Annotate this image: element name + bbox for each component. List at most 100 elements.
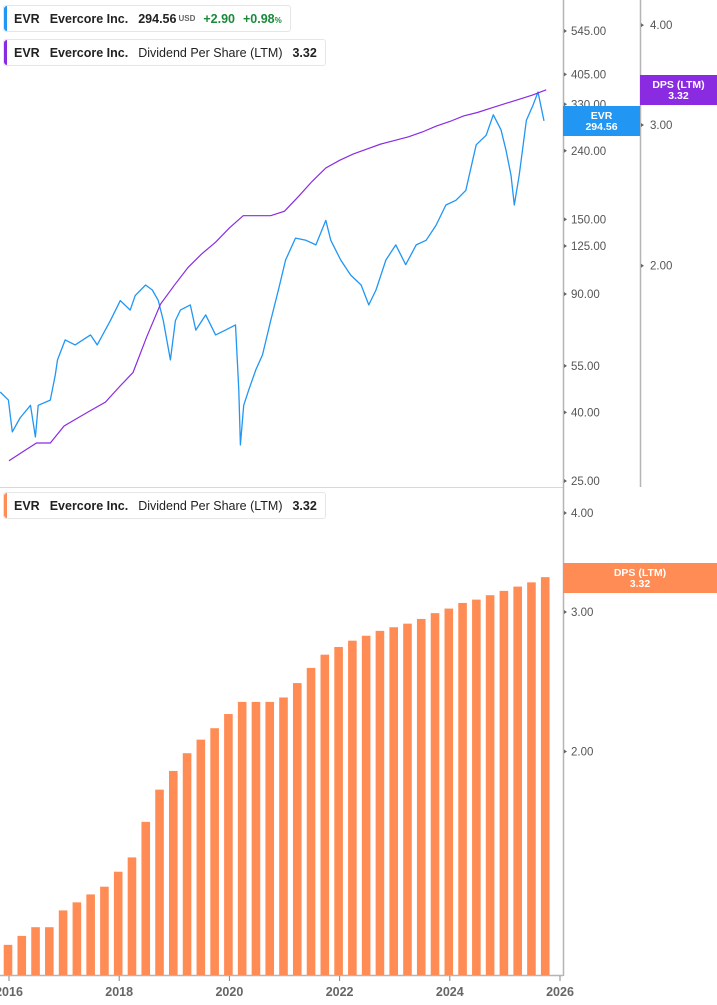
legend-price[interactable]: EVR Evercore Inc. 294.56 USD +2.90 +0.98… — [3, 5, 291, 32]
price-tick-label: 90.00 — [571, 289, 600, 301]
year-tick-label: 2024 — [436, 985, 464, 999]
tick-mark — [564, 217, 567, 222]
dps-bar — [3, 944, 13, 975]
dps-bar — [17, 935, 27, 975]
legend-ticker: EVR — [14, 498, 40, 513]
dps-bar — [403, 623, 412, 975]
dps-bar — [100, 886, 109, 975]
dps-bar — [348, 640, 357, 975]
dps-bar — [169, 770, 178, 975]
price-tick-label: 55.00 — [571, 361, 600, 373]
price-tag-label: EVR — [591, 110, 613, 122]
legend-value: 3.32 — [292, 498, 317, 513]
tick-mark — [641, 123, 644, 127]
dps-bar-tag-value: 3.32 — [630, 578, 651, 590]
dps-bar — [265, 701, 275, 975]
dps-tag-label: DPS (LTM) — [652, 79, 704, 91]
legend-change-pct: +0.98 — [242, 11, 275, 26]
dps-bar — [458, 602, 467, 975]
price-tick-label: 125.00 — [571, 241, 606, 253]
dps-tick-label: 3.00 — [650, 120, 672, 132]
dps-bar-tag-bg — [563, 563, 717, 593]
dps-bar — [237, 701, 247, 975]
dps-tick-label: 2.00 — [650, 261, 672, 273]
tick-mark — [564, 72, 567, 77]
dps-tag-value: 3.32 — [668, 90, 689, 102]
dps-bar — [141, 821, 151, 975]
dps-tick-label: 3.00 — [571, 607, 593, 619]
series-color-swatch — [4, 40, 7, 65]
price-line — [0, 91, 545, 446]
tick-mark — [564, 610, 567, 614]
legend-name: Evercore Inc. — [49, 45, 129, 60]
dps-bar — [320, 654, 330, 975]
series-color-swatch — [4, 493, 7, 518]
legend-name: Evercore Inc. — [49, 498, 129, 513]
dps-line — [8, 89, 547, 462]
price-tick-label: 240.00 — [571, 146, 606, 158]
price-tick-label: 25.00 — [571, 476, 600, 488]
dps-tick-label: 2.00 — [571, 746, 593, 758]
pct-sign: % — [274, 15, 282, 25]
tick-mark — [564, 102, 567, 107]
series-color-swatch — [4, 6, 7, 31]
tick-mark — [564, 479, 567, 483]
dps-bars: DPS (LTM)3.32 — [3, 563, 717, 975]
legend-dps-top[interactable]: EVR Evercore Inc. Dividend Per Share (LT… — [3, 39, 326, 66]
year-tick-label: 2020 — [215, 985, 243, 999]
price-tick-label: 545.00 — [571, 26, 606, 38]
dps-bar — [210, 728, 219, 975]
year-tick-label: 2022 — [326, 985, 354, 999]
year-tick-label: 2018 — [105, 985, 133, 999]
tick-mark — [564, 244, 567, 249]
dps-bar — [499, 590, 509, 975]
tick-mark — [564, 511, 567, 516]
tick-mark — [564, 749, 567, 754]
dps-bar — [127, 857, 137, 975]
dps-bar — [306, 667, 316, 975]
tick-mark — [641, 23, 644, 28]
legend-metric: Dividend Per Share (LTM) — [138, 498, 283, 513]
tick-mark — [564, 291, 567, 296]
dps-bar — [72, 902, 82, 975]
dps-bar — [375, 630, 385, 975]
price-tick-label: 405.00 — [571, 69, 606, 81]
legend-name: Evercore Inc. — [49, 11, 129, 26]
dps-bar-tag: DPS (LTM)3.32 — [563, 563, 717, 593]
price-tag-value: 294.56 — [585, 121, 617, 133]
dps-bar-tag-label: DPS (LTM) — [614, 567, 666, 579]
tick-mark — [641, 263, 644, 268]
tick-mark — [564, 410, 567, 415]
legend-dps-bottom[interactable]: EVR Evercore Inc. Dividend Per Share (LT… — [3, 492, 326, 519]
year-tick-label: 2026 — [546, 985, 574, 999]
dps-tick-label: 4.00 — [571, 508, 593, 520]
dps-bar — [389, 627, 398, 975]
dps-bar — [155, 789, 164, 975]
legend-change: +2.90 — [203, 11, 235, 26]
dps-bar — [251, 701, 261, 975]
dps-bar — [86, 894, 95, 975]
dps-bar — [361, 635, 371, 975]
dps-bar — [334, 646, 343, 975]
dps-tag: DPS (LTM)3.32 — [640, 75, 717, 105]
dps-bar — [45, 927, 54, 975]
dps-bar — [416, 618, 426, 975]
year-tick-label: 2016 — [0, 985, 23, 999]
tick-mark — [564, 29, 567, 34]
tick-mark — [564, 363, 567, 368]
dps-bar — [279, 697, 288, 975]
dps-bar — [58, 910, 68, 975]
dps-axis: 4.00 3.00 2.00 2016 2018 2020 2022 2024 2026 — [0, 508, 593, 999]
legend-metric: Dividend Per Share (LTM) — [138, 45, 283, 60]
dps-bar — [224, 714, 233, 975]
dps-bar — [196, 739, 206, 975]
tick-mark — [564, 148, 567, 153]
dps-bar — [31, 927, 40, 975]
legend-ticker: EVR — [14, 11, 40, 26]
dps-bar — [540, 577, 550, 975]
dps-bar — [485, 595, 495, 975]
legend-value: 3.32 — [292, 45, 317, 60]
